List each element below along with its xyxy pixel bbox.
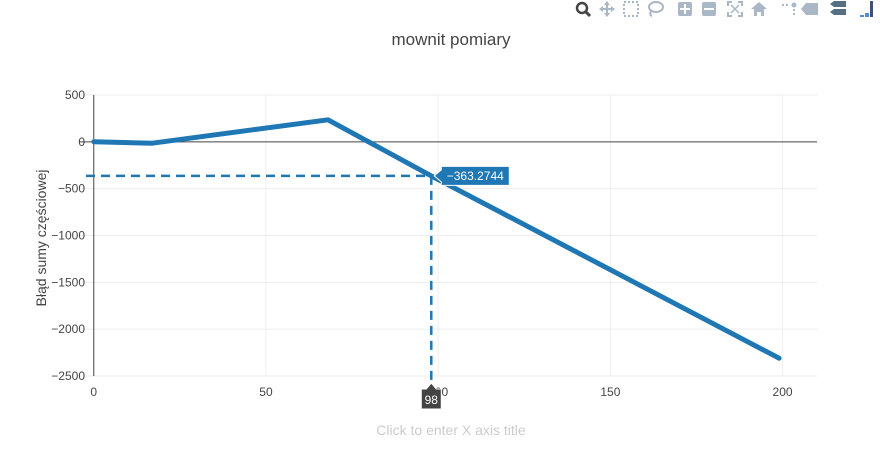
x-tick-label: 0: [90, 385, 97, 399]
zoom-out-icon[interactable]: [700, 0, 718, 18]
lasso-select-icon[interactable]: [646, 0, 664, 18]
hover-overlay: −363.2744 98: [86, 165, 510, 410]
box-select-icon[interactable]: [622, 0, 640, 18]
y-tick-label: 500: [65, 88, 85, 102]
y-tick-label: −1500: [51, 275, 85, 289]
hover-y-label: −363.2744: [447, 169, 504, 183]
y-tick-label: −2500: [51, 369, 85, 383]
zoom-icon[interactable]: [574, 0, 592, 18]
y-axis-ticks: 500 0 −500 −1000 −1500 −2000 −2500: [51, 88, 85, 383]
zoom-in-icon[interactable]: [676, 0, 694, 18]
spike-lines-icon[interactable]: [780, 0, 798, 18]
reset-axes-icon[interactable]: [750, 0, 768, 18]
x-tick-label: 150: [600, 385, 620, 399]
x-tick-label: 50: [259, 385, 273, 399]
chart-title: mownit pomiary: [391, 30, 511, 49]
series-line[interactable]: [91, 117, 782, 361]
series-group: [91, 117, 782, 361]
hover-label-box: [433, 165, 510, 186]
autoscale-icon[interactable]: [726, 0, 744, 18]
y-tick-label: −500: [58, 182, 85, 196]
y-tick-label: −1000: [51, 229, 85, 243]
x-tick-label: 200: [773, 385, 793, 399]
x-axis-title[interactable]: Click to enter X axis title: [376, 422, 526, 438]
pan-icon[interactable]: [598, 0, 616, 18]
hover-compare-icon[interactable]: [828, 0, 846, 18]
hover-closest-icon[interactable]: [800, 0, 818, 18]
hover-x-label: 98: [425, 393, 439, 407]
y-axis-title[interactable]: Błąd sumy częściowej: [33, 170, 49, 307]
hover-x-label-box: [420, 382, 442, 410]
y-tick-label: −2000: [51, 322, 85, 336]
plotly-logo-icon[interactable]: [856, 0, 874, 18]
modebar: [570, 0, 880, 18]
y-tick-label: 0: [78, 135, 85, 149]
